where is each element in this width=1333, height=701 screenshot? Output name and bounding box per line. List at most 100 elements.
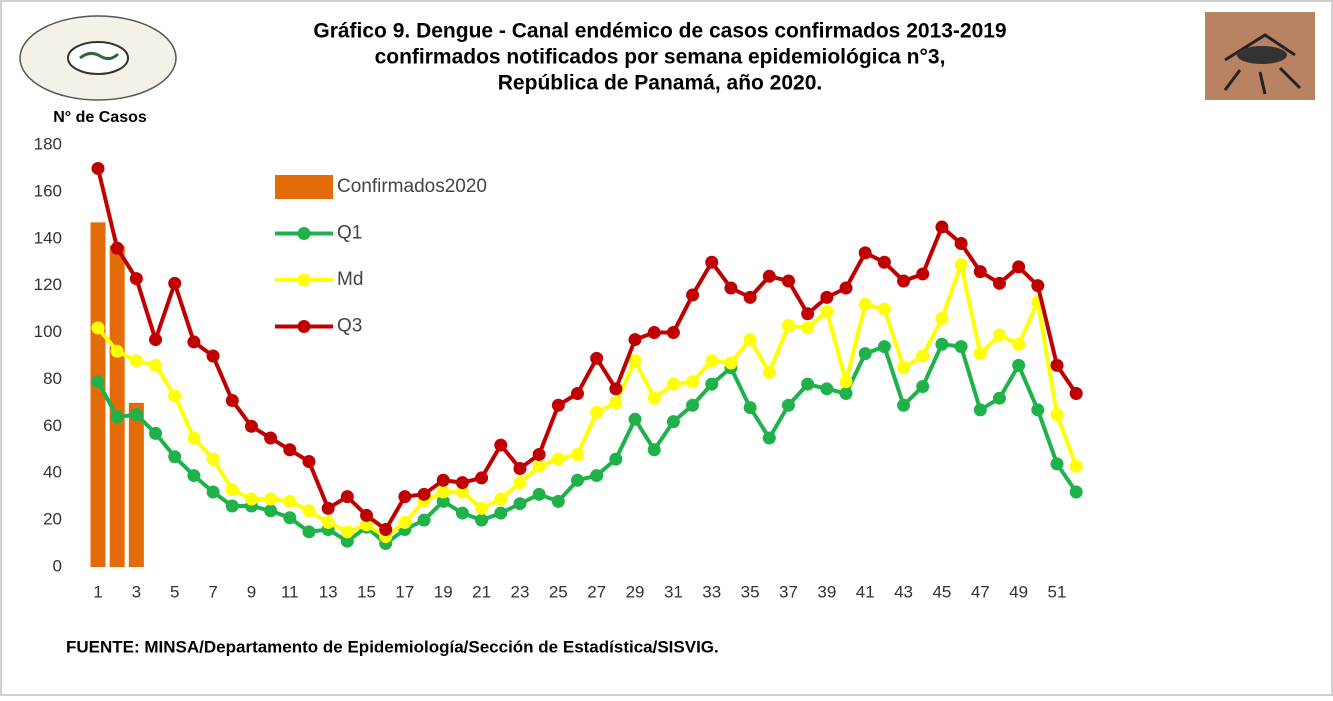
marker bbox=[916, 379, 930, 393]
marker bbox=[705, 255, 719, 269]
marker bbox=[551, 398, 565, 412]
marker bbox=[187, 431, 201, 445]
marker bbox=[494, 492, 508, 506]
marker bbox=[340, 490, 354, 504]
marker bbox=[609, 396, 623, 410]
marker bbox=[571, 473, 584, 487]
y-tick-label: 20 bbox=[43, 510, 62, 529]
marker bbox=[129, 354, 143, 368]
marker bbox=[398, 515, 412, 529]
x-tick-label: 37 bbox=[779, 582, 798, 601]
x-tick-label: 35 bbox=[741, 582, 760, 601]
marker bbox=[110, 241, 124, 255]
marker bbox=[820, 382, 834, 396]
marker bbox=[781, 319, 795, 333]
legend-swatch bbox=[275, 175, 333, 199]
marker bbox=[762, 365, 776, 379]
x-tick-label: 29 bbox=[626, 582, 645, 601]
marker bbox=[839, 375, 853, 389]
marker bbox=[781, 274, 795, 288]
marker bbox=[1031, 279, 1045, 293]
marker bbox=[225, 483, 239, 497]
marker bbox=[1050, 457, 1064, 471]
x-tick-label: 21 bbox=[472, 582, 491, 601]
marker bbox=[436, 473, 450, 487]
marker bbox=[628, 333, 642, 347]
marker bbox=[954, 340, 968, 354]
x-tick-label: 45 bbox=[932, 582, 951, 601]
logo bbox=[19, 15, 177, 101]
x-tick-label: 25 bbox=[549, 582, 568, 601]
x-tick-label: 11 bbox=[281, 582, 299, 601]
marker bbox=[340, 525, 354, 539]
marker bbox=[935, 337, 949, 351]
marker bbox=[839, 281, 853, 295]
chart-title: confirmados notificados por semana epide… bbox=[375, 46, 946, 69]
marker bbox=[225, 394, 239, 408]
marker bbox=[571, 387, 584, 401]
marker bbox=[877, 255, 891, 269]
marker bbox=[1012, 358, 1026, 372]
y-tick-label: 160 bbox=[34, 181, 62, 200]
x-tick-label: 27 bbox=[587, 582, 606, 601]
marker bbox=[379, 522, 393, 536]
y-tick-label: 80 bbox=[43, 369, 62, 388]
legend-label: Q1 bbox=[337, 223, 362, 244]
marker bbox=[187, 335, 201, 349]
x-tick-label: 39 bbox=[817, 582, 836, 601]
marker bbox=[129, 272, 143, 286]
marker bbox=[705, 354, 719, 368]
marker bbox=[666, 377, 680, 391]
source: FUENTE: MINSA/Departamento de Epidemiolo… bbox=[66, 637, 719, 656]
bar bbox=[128, 402, 144, 567]
marker bbox=[686, 375, 700, 389]
marker bbox=[935, 311, 949, 325]
marker bbox=[858, 246, 872, 260]
marker bbox=[475, 501, 489, 515]
marker bbox=[647, 391, 661, 405]
legend-label: Q3 bbox=[337, 316, 362, 337]
marker bbox=[436, 485, 450, 499]
bar bbox=[90, 222, 106, 567]
marker bbox=[91, 161, 105, 175]
marker bbox=[398, 490, 412, 504]
marker bbox=[455, 506, 469, 520]
marker bbox=[628, 354, 642, 368]
marker bbox=[858, 297, 872, 311]
marker bbox=[743, 290, 757, 304]
x-tick-label: 43 bbox=[894, 582, 913, 601]
marker bbox=[647, 326, 661, 340]
y-tick-label: 140 bbox=[34, 228, 62, 247]
marker bbox=[801, 307, 815, 321]
y-tick-label: 0 bbox=[53, 556, 62, 575]
marker bbox=[705, 377, 719, 391]
marker bbox=[417, 487, 431, 501]
marker bbox=[666, 326, 680, 340]
marker bbox=[743, 333, 757, 347]
legend-swatch bbox=[297, 227, 311, 240]
x-tick-label: 5 bbox=[170, 582, 179, 601]
marker bbox=[360, 518, 374, 532]
x-tick-label: 1 bbox=[93, 582, 102, 601]
legend-swatch bbox=[297, 273, 311, 287]
marker bbox=[820, 304, 834, 318]
marker bbox=[571, 447, 584, 461]
marker bbox=[820, 290, 834, 304]
x-tick-label: 3 bbox=[132, 582, 141, 601]
marker bbox=[724, 281, 738, 295]
marker bbox=[973, 403, 987, 417]
marker bbox=[206, 452, 220, 466]
marker bbox=[149, 333, 163, 347]
marker bbox=[897, 361, 911, 375]
marker bbox=[897, 274, 911, 288]
x-tick-label: 33 bbox=[702, 582, 721, 601]
x-tick-label: 13 bbox=[319, 582, 338, 601]
marker bbox=[590, 405, 604, 419]
marker bbox=[264, 431, 278, 445]
marker bbox=[916, 349, 930, 363]
marker bbox=[513, 462, 527, 476]
marker bbox=[1012, 260, 1026, 274]
legend-label: Md bbox=[337, 269, 363, 290]
marker bbox=[666, 415, 680, 429]
line bbox=[96, 342, 1078, 546]
